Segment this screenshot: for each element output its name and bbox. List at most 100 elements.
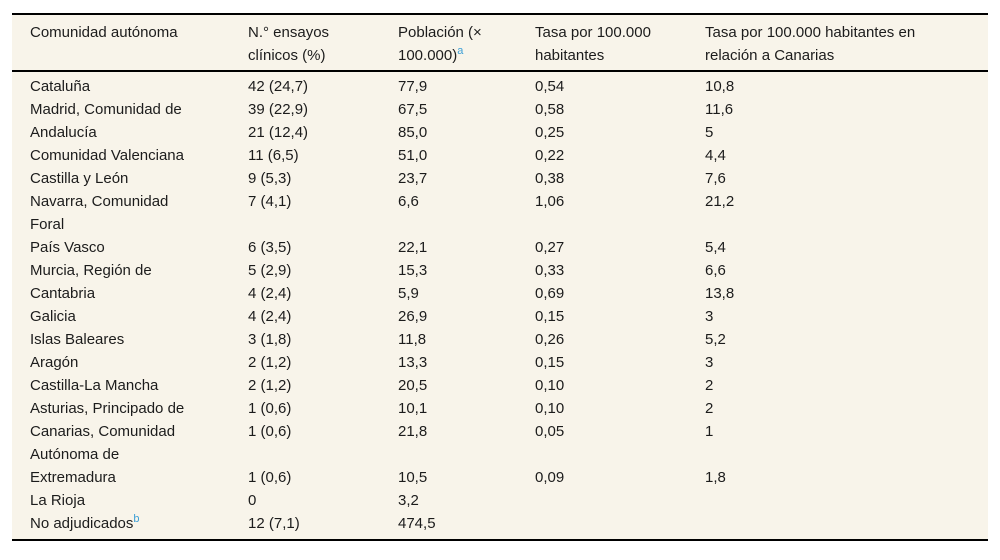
value-cell: 0,54: [535, 71, 705, 98]
value-cell: 0: [248, 489, 398, 512]
value-cell: 11 (6,5): [248, 144, 398, 167]
cell-value: 3: [705, 354, 714, 371]
value-cell: 0,25: [535, 121, 705, 144]
table-row: Andalucía 21 (12,4) 85,0 0,25 5: [12, 121, 988, 144]
value-cell: 2 (1,2): [248, 351, 398, 374]
cell-value: 10,5: [398, 469, 428, 486]
region-name-cell: Galicia: [12, 305, 248, 328]
column-header-5: Tasa por 100.000 habitantes en relación …: [705, 14, 988, 72]
cell-value: 10,8: [705, 78, 735, 95]
cell-value: 0,09: [535, 469, 565, 486]
column-header-1: Comunidad autónoma: [12, 14, 248, 72]
cell-value: 5,9: [398, 285, 419, 302]
table-row: Islas Baleares 3 (1,8) 11,8 0,26 5,2: [12, 328, 988, 351]
column-header-label: Tasa por 100.000 habitantes en relación …: [705, 24, 916, 64]
table-row: Castilla-La Mancha 2 (1,2) 20,5 0,10 2: [12, 374, 988, 397]
value-cell: [705, 512, 988, 540]
cell-value: 1 (0,6): [248, 400, 292, 417]
value-cell: 0,27: [535, 236, 705, 259]
value-cell: 51,0: [398, 144, 535, 167]
value-cell: 474,5: [398, 512, 535, 540]
cell-value: 2 (1,2): [248, 377, 292, 394]
value-cell: 11,8: [398, 328, 535, 351]
value-cell: 20,5: [398, 374, 535, 397]
column-header-4: Tasa por 100.000 habitantes: [535, 14, 705, 72]
value-cell: 5 (2,9): [248, 259, 398, 282]
value-cell: 0,26: [535, 328, 705, 351]
cell-value: 0,26: [535, 331, 565, 348]
region-name-cell: Comunidad Valenciana: [12, 144, 248, 167]
cell-value: 1 (0,6): [248, 423, 292, 440]
value-cell: 1 (0,6): [248, 466, 398, 489]
cell-value: 1,8: [705, 469, 726, 486]
cell-value: 67,5: [398, 101, 428, 118]
table-row: Galicia 4 (2,4) 26,9 0,15 3: [12, 305, 988, 328]
value-cell: 0,33: [535, 259, 705, 282]
table-container: Comunidad autónoma N.° ensayos clínicos (…: [12, 13, 988, 541]
value-cell: 10,5: [398, 466, 535, 489]
value-cell: 21 (12,4): [248, 121, 398, 144]
region-name-cell: Cantabria: [12, 282, 248, 305]
cell-value: 7 (4,1): [248, 193, 292, 210]
region-name-cell: Castilla-La Mancha: [12, 374, 248, 397]
region-name: Extremadura: [30, 469, 116, 486]
cell-value: 11,8: [398, 331, 427, 348]
cell-value: 2: [705, 377, 714, 394]
value-cell: 21,2: [705, 190, 988, 236]
table-row: Castilla y León 9 (5,3) 23,7 0,38 7,6: [12, 167, 988, 190]
region-name: Cantabria: [30, 285, 96, 302]
cell-value: 22,1: [398, 239, 428, 256]
region-name: Asturias, Principado de: [30, 400, 185, 417]
value-cell: 2: [705, 374, 988, 397]
region-name: Castilla-La Mancha: [30, 377, 159, 394]
cell-value: 0,10: [535, 400, 565, 417]
cell-value: 0,38: [535, 170, 565, 187]
cell-value: 21,8: [398, 423, 428, 440]
cell-value: 3,2: [398, 492, 419, 509]
cell-value: 9 (5,3): [248, 170, 292, 187]
cell-value: 23,7: [398, 170, 428, 187]
region-name-cell: Murcia, Región de: [12, 259, 248, 282]
value-cell: 39 (22,9): [248, 98, 398, 121]
value-cell: 1,8: [705, 466, 988, 489]
value-cell: 23,7: [398, 167, 535, 190]
header-row: Comunidad autónoma N.° ensayos clínicos (…: [12, 14, 988, 72]
cell-value: 12 (7,1): [248, 515, 300, 532]
value-cell: 5,9: [398, 282, 535, 305]
region-name-cell: Aragón: [12, 351, 248, 374]
cell-value: 1 (0,6): [248, 469, 292, 486]
value-cell: [535, 512, 705, 540]
cell-value: 10,1: [398, 400, 428, 417]
cell-value: 0,33: [535, 262, 565, 279]
cell-value: 5: [705, 124, 714, 141]
value-cell: 0,38: [535, 167, 705, 190]
cell-value: 0,27: [535, 239, 565, 256]
cell-value: 5,4: [705, 239, 726, 256]
column-header-label: Comunidad autónoma: [30, 24, 178, 41]
column-header-label: N.° ensayos clínicos (%): [248, 24, 330, 64]
value-cell: 6,6: [705, 259, 988, 282]
table-row: Navarra, Comunidad Foral 7 (4,1) 6,6 1,06 21…: [12, 190, 988, 236]
region-name: Galicia: [30, 308, 76, 325]
region-name: País Vasco: [30, 239, 105, 256]
value-cell: 26,9: [398, 305, 535, 328]
region-name-cell: Andalucía: [12, 121, 248, 144]
table-row: Cantabria 4 (2,4) 5,9 0,69 13,8: [12, 282, 988, 305]
value-cell: 42 (24,7): [248, 71, 398, 98]
value-cell: 13,3: [398, 351, 535, 374]
cell-value: 20,5: [398, 377, 428, 394]
cell-value: 13,8: [705, 285, 735, 302]
table-row: Extremadura 1 (0,6) 10,5 0,09 1,8: [12, 466, 988, 489]
cell-value: 7,6: [705, 170, 726, 187]
value-cell: 12 (7,1): [248, 512, 398, 540]
table-row: País Vasco 6 (3,5) 22,1 0,27 5,4: [12, 236, 988, 259]
cell-value: 0,54: [535, 78, 565, 95]
table-row: Madrid, Comunidad de 39 (22,9) 67,5 0,58 11,…: [12, 98, 988, 121]
cell-value: 0,10: [535, 377, 565, 394]
column-header-label: Población (× 100.000): [398, 24, 482, 64]
region-name-cell: Cataluña: [12, 71, 248, 98]
value-cell: 3 (1,8): [248, 328, 398, 351]
value-cell: 0,10: [535, 397, 705, 420]
cell-value: 21,2: [705, 193, 735, 210]
value-cell: 85,0: [398, 121, 535, 144]
